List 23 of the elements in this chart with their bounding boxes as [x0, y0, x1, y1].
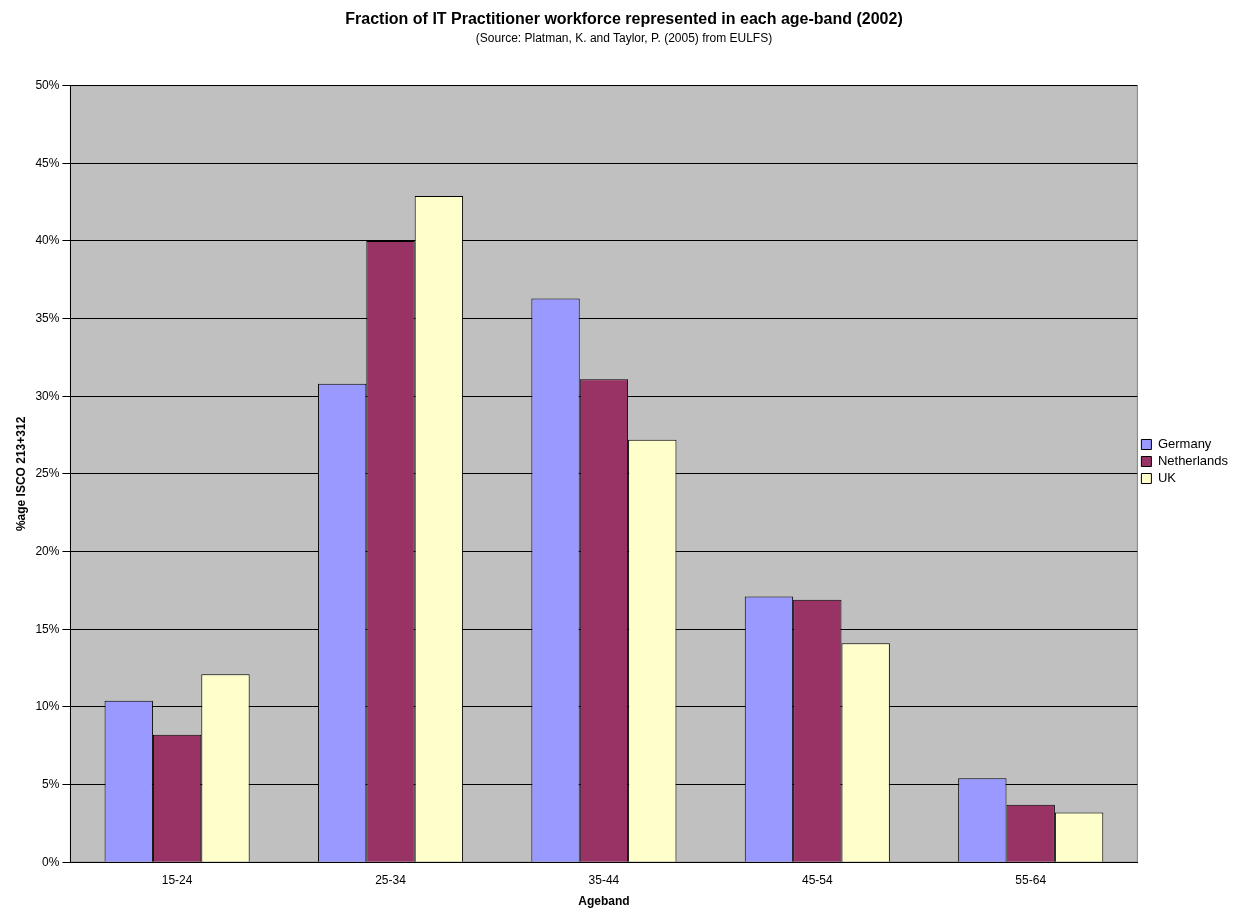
y-tick-label: 25%: [35, 466, 60, 481]
y-axis-title: %age ISCO 213+312: [13, 416, 28, 532]
y-tick-label: 30%: [35, 388, 60, 403]
y-tick-label: 20%: [35, 543, 60, 558]
y-tick-label: 10%: [35, 699, 60, 714]
x-axis-title: Ageband: [578, 894, 630, 909]
y-tick-label: 50%: [35, 77, 60, 92]
y-tick-label: 35%: [35, 310, 60, 325]
y-tick-label: 15%: [35, 621, 60, 636]
legend-label: UK: [1157, 470, 1177, 486]
legend-label: Germany: [1157, 436, 1212, 452]
y-tick-label: 45%: [35, 155, 60, 170]
y-tick-label: 5%: [42, 776, 60, 791]
y-tick-label: 0%: [42, 854, 60, 869]
x-tick-label: 35-44: [588, 872, 620, 887]
x-tick-label: 15-24: [161, 872, 193, 887]
x-tick-label: 25-34: [375, 872, 407, 887]
x-tick-label: 45-54: [801, 872, 833, 887]
y-tick-label: 40%: [35, 233, 60, 248]
legend-label: Netherlands: [1157, 453, 1229, 469]
chart-title: Fraction of IT Practitioner workforce represented in each age-band (2002): [345, 10, 903, 28]
x-tick-label: 55-64: [1015, 872, 1047, 887]
chart-subtitle: (Source: Platman, K. and Taylor, P. (2005) from EULFS): [475, 30, 773, 45]
